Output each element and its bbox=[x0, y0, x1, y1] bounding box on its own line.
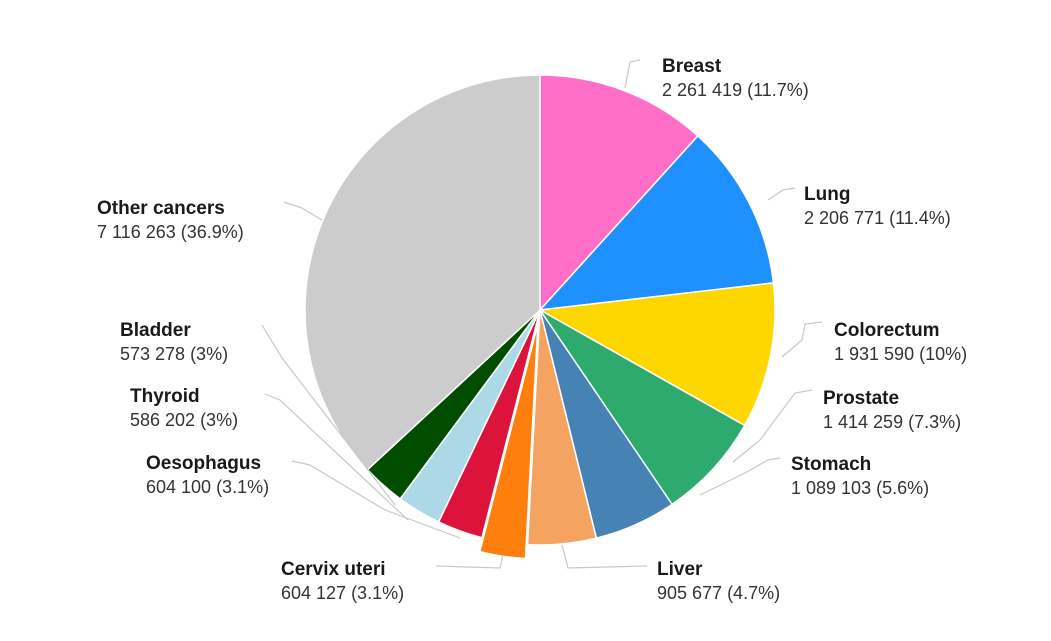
label-name-bladder: Bladder bbox=[120, 320, 191, 341]
leader-lines bbox=[261, 59, 823, 569]
label-name-stomach: Stomach bbox=[791, 454, 871, 475]
label-name-oesophagus: Oesophagus bbox=[146, 453, 261, 474]
slice-liver bbox=[526, 309, 598, 546]
slice-colorectum bbox=[537, 282, 776, 427]
label-name-prostate: Prostate bbox=[823, 388, 899, 409]
label-value-other-cancers: 7 116 263 (36.9%) bbox=[97, 222, 244, 242]
leader-line-liver bbox=[561, 544, 648, 569]
leader-line-other-cancers bbox=[283, 201, 323, 221]
label-value-breast: 2 261 419 (11.7%) bbox=[662, 80, 809, 100]
slice-lung bbox=[538, 134, 775, 311]
label-value-lung: 2 206 771 (11.4%) bbox=[804, 208, 951, 228]
label-value-oesophagus: 604 100 (3.1%) bbox=[146, 477, 269, 497]
leader-line-colorectum bbox=[781, 321, 823, 358]
slice-breast bbox=[539, 74, 699, 312]
leader-line-cervix-uteri bbox=[435, 554, 504, 569]
label-value-liver: 905 677 (4.7%) bbox=[657, 583, 780, 603]
slice-prostate bbox=[539, 309, 746, 506]
slice-labels: Breast 2 261 419 (11.7%) Lung 2 206 771 (11… bbox=[97, 56, 967, 603]
label-value-colorectum: 1 931 590 (10%) bbox=[834, 344, 967, 364]
leader-line-breast bbox=[624, 59, 641, 89]
label-name-liver: Liver bbox=[657, 559, 703, 580]
leader-line-oesophagus bbox=[291, 460, 461, 539]
leader-line-bladder bbox=[261, 324, 396, 506]
label-name-lung: Lung bbox=[804, 184, 850, 205]
label-name-cervix-uteri: Cervix uteri bbox=[281, 559, 386, 580]
label-name-colorectum: Colorectum bbox=[834, 320, 940, 341]
label-name-breast: Breast bbox=[662, 56, 722, 77]
label-value-thyroid: 586 202 (3%) bbox=[130, 410, 238, 430]
label-value-prostate: 1 414 259 (7.3%) bbox=[823, 412, 961, 432]
label-value-bladder: 573 278 (3%) bbox=[120, 344, 228, 364]
leader-line-thyroid bbox=[264, 393, 409, 521]
label-value-stomach: 1 089 103 (5.6%) bbox=[791, 478, 929, 498]
leader-line-prostate bbox=[732, 389, 813, 463]
label-name-thyroid: Thyroid bbox=[130, 386, 200, 407]
slice-other-cancers bbox=[304, 74, 541, 471]
label-value-cervix-uteri: 604 127 (3.1%) bbox=[281, 583, 404, 603]
pie-slices bbox=[304, 74, 776, 560]
leader-line-stomach bbox=[699, 457, 781, 496]
label-name-other-cancers: Other cancers bbox=[97, 198, 225, 219]
leader-line-lung bbox=[767, 187, 796, 201]
